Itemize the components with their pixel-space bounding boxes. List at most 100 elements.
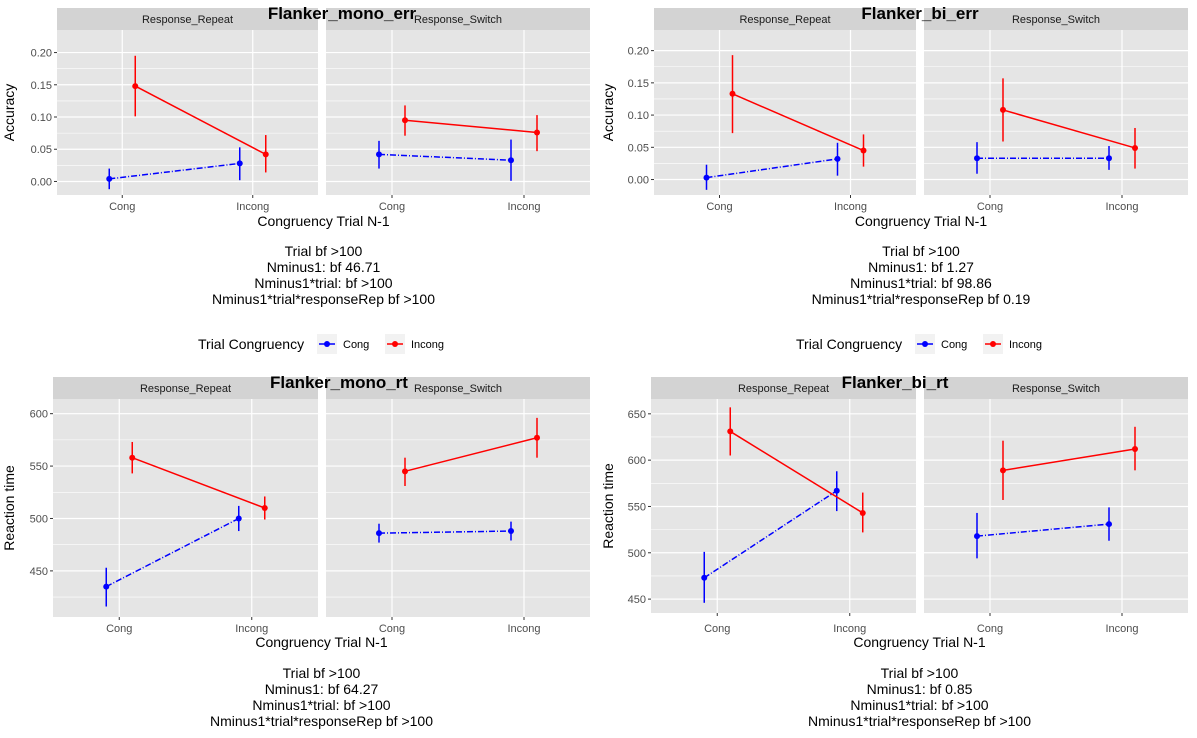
legend-key-point — [990, 341, 996, 347]
facet-label: Response_Repeat — [738, 383, 829, 395]
x-tick-label: Incong — [507, 201, 540, 213]
stats-caption-line: Trial bf >100 — [283, 665, 361, 681]
data-point — [729, 90, 736, 97]
legend-item-label: Cong — [941, 339, 967, 351]
legend-item-label: Incong — [1009, 339, 1042, 351]
stats-caption-line: Nminus1: bf 46.71 — [267, 259, 381, 275]
y-tick-label: 0.10 — [628, 110, 649, 122]
legend-title: Trial Congruency — [198, 336, 304, 352]
chart-Flanker_mono_rt: Response_Repeat Cong Incong Response_Switch… — [1, 373, 590, 729]
stats-caption-line: Nminus1*trial: bf 98.86 — [850, 275, 992, 291]
data-point — [859, 509, 866, 516]
x-tick-label: Cong — [109, 201, 135, 213]
data-point — [974, 533, 980, 540]
data-point — [261, 505, 268, 511]
plot-panel — [326, 30, 590, 195]
data-point — [235, 515, 242, 522]
data-point — [508, 157, 514, 164]
y-tick-label: 0.00 — [31, 176, 52, 188]
y-tick-label: 450 — [30, 566, 48, 578]
legend-item-label: Cong — [343, 339, 369, 351]
x-tick-label: Cong — [704, 623, 730, 635]
facet-label: Response_Switch — [414, 14, 502, 26]
data-point — [508, 528, 514, 535]
data-point — [1000, 467, 1006, 474]
facet-strip — [924, 377, 1188, 399]
y-tick-label: 450 — [628, 594, 646, 606]
series-line-Cong — [703, 490, 838, 579]
series-line-Cong — [706, 158, 838, 179]
series-line-Cong — [105, 517, 240, 588]
stats-caption-line: Nminus1: bf 64.27 — [265, 681, 379, 697]
data-point — [534, 434, 540, 441]
x-tick-label: Cong — [706, 201, 732, 213]
data-point — [129, 454, 136, 461]
y-tick-label: 0.05 — [628, 142, 649, 154]
y-tick-label: 500 — [628, 548, 646, 560]
legend-title: Trial Congruency — [796, 336, 902, 352]
data-point — [402, 468, 408, 475]
stats-caption-line: Nminus1*trial: bf >100 — [850, 697, 988, 713]
series-line-Incong — [1002, 109, 1136, 149]
x-axis-label: Congruency Trial N-1 — [255, 634, 387, 650]
data-point — [974, 155, 980, 162]
x-axis-label: Congruency Trial N-1 — [855, 213, 987, 229]
y-tick-label: 0.20 — [628, 46, 649, 58]
series-line-Incong — [404, 437, 538, 473]
data-point — [376, 530, 382, 537]
x-tick-label: Incong — [833, 623, 866, 635]
y-tick-label: 600 — [30, 409, 48, 421]
x-tick-label: Cong — [379, 623, 405, 635]
stats-caption-line: Nminus1*trial: bf >100 — [252, 697, 390, 713]
data-point — [103, 583, 110, 590]
series-line-Incong — [1002, 448, 1136, 472]
x-tick-label: Incong — [1105, 623, 1138, 635]
series-line-Incong — [729, 430, 864, 514]
chart-title: Flanker_mono_err — [268, 4, 417, 23]
y-tick-label: 650 — [628, 409, 646, 421]
y-tick-label: 0.00 — [628, 175, 649, 187]
facet-strip — [651, 377, 916, 399]
series-line-Incong — [134, 85, 267, 156]
series-line-Cong — [378, 153, 512, 161]
legend-key-point — [324, 341, 330, 347]
plot-panel — [654, 30, 916, 195]
facet-label: Response_Switch — [414, 383, 502, 395]
facet-label: Response_Switch — [1012, 383, 1100, 395]
stats-caption-line: Trial bf >100 — [285, 243, 363, 259]
stats-caption-line: Trial bf >100 — [882, 243, 960, 259]
x-tick-label: Incong — [1105, 201, 1138, 213]
y-tick-label: 550 — [30, 461, 48, 473]
facet-label: Response_Repeat — [140, 383, 231, 395]
x-tick-label: Incong — [236, 201, 269, 213]
y-axis-label: Reaction time — [600, 463, 616, 549]
chart-title: Flanker_bi_err — [861, 4, 979, 23]
plot-panel — [924, 30, 1188, 195]
y-tick-label: 0.15 — [31, 80, 52, 92]
x-tick-label: Cong — [977, 623, 1003, 635]
y-tick-label: 600 — [628, 455, 646, 467]
data-point — [701, 574, 708, 581]
stats-caption-line: Nminus1*trial*responseRep bf >100 — [808, 713, 1031, 729]
data-point — [703, 174, 710, 181]
series-line-Incong — [404, 119, 538, 134]
y-tick-label: 0.15 — [628, 78, 649, 90]
data-point — [262, 151, 269, 158]
y-axis-label: Accuracy — [600, 84, 616, 142]
stats-caption-line: Nminus1: bf 0.85 — [867, 681, 973, 697]
y-tick-label: 500 — [30, 513, 48, 525]
series-line-Cong — [378, 530, 512, 534]
facet-strip — [326, 377, 590, 399]
facet-label: Response_Repeat — [142, 14, 233, 26]
data-point — [1000, 106, 1006, 113]
x-axis-label: Congruency Trial N-1 — [257, 213, 389, 229]
x-tick-label: Incong — [507, 623, 540, 635]
legend-key-point — [392, 341, 398, 347]
chart-Flanker_bi_err: Response_Repeat Cong Incong Response_Switch… — [600, 4, 1188, 354]
stats-caption-line: Nminus1*trial*responseRep bf 0.19 — [812, 291, 1031, 307]
legend-item-label: Incong — [411, 339, 444, 351]
data-point — [860, 147, 867, 154]
y-axis-label: Reaction time — [1, 465, 17, 551]
series-line-Incong — [131, 456, 266, 509]
facet-strip — [924, 8, 1188, 30]
